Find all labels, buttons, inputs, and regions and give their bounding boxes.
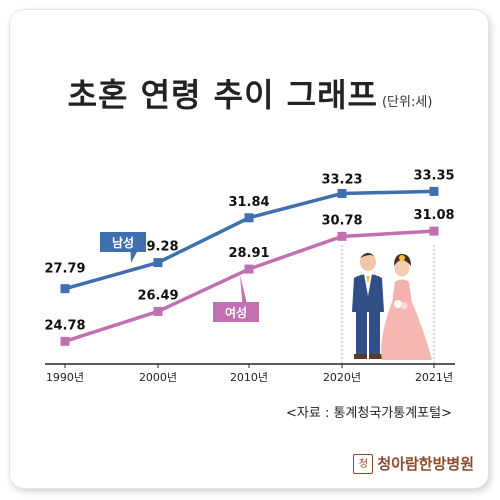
data-point [60, 284, 70, 294]
source-note: <자료 : 통계청국가통계포털> [286, 406, 452, 421]
data-label: 28.91 [228, 246, 269, 261]
data-point [337, 188, 347, 198]
data-label: 26.49 [137, 288, 178, 303]
data-point [244, 213, 254, 223]
logo-seal-icon: 청 [353, 453, 374, 474]
chart-title-block: 초혼 연령 추이 그래프 (단위:세) [0, 70, 500, 116]
data-label: 33.35 [413, 168, 454, 183]
chart-title: 초혼 연령 추이 그래프 [67, 76, 378, 114]
hospital-logo: 청 청아람한방병원 [353, 453, 474, 474]
bride-figure [381, 254, 432, 360]
chart-card [10, 10, 488, 488]
data-point [337, 231, 347, 241]
x-tick-label: 2020년 [323, 371, 361, 384]
data-point [153, 306, 163, 316]
wedding-couple-illustration [341, 245, 435, 364]
data-label: 31.84 [228, 195, 269, 210]
data-point [429, 186, 439, 196]
unit-note: (단위:세) [381, 95, 433, 110]
data-point [153, 258, 163, 268]
series-tag: 남성 [100, 232, 146, 263]
x-axis: 1990년 2000년 2010년 2020년 2021년 [45, 363, 455, 384]
data-point [60, 336, 70, 346]
x-tick-label: 2021년 [415, 371, 453, 384]
data-label: 27.79 [44, 262, 85, 277]
series-tag-label: 여성 [225, 305, 247, 320]
series-tag-label: 남성 [112, 235, 134, 250]
x-tick-label: 1990년 [46, 371, 84, 384]
x-tick-label: 2010년 [230, 371, 268, 384]
groom-figure [352, 253, 384, 359]
data-label: 31.08 [413, 208, 454, 223]
data-label: 24.78 [44, 318, 85, 333]
data-point [244, 264, 254, 274]
data-label: 33.23 [321, 172, 362, 187]
data-label: 29.28 [137, 240, 178, 255]
series-lines [60, 186, 439, 346]
data-labels: 27.79 29.28 31.84 33.23 33.35 24.78 26.49 28.91… [44, 168, 454, 333]
logo-text: 청아람한방병원 [377, 455, 474, 473]
logo-seal-char: 청 [358, 458, 368, 470]
data-label: 30.78 [321, 213, 362, 228]
series-tag: 여성 [213, 275, 259, 322]
x-tick-label: 2000년 [139, 371, 177, 384]
data-point [429, 226, 439, 236]
